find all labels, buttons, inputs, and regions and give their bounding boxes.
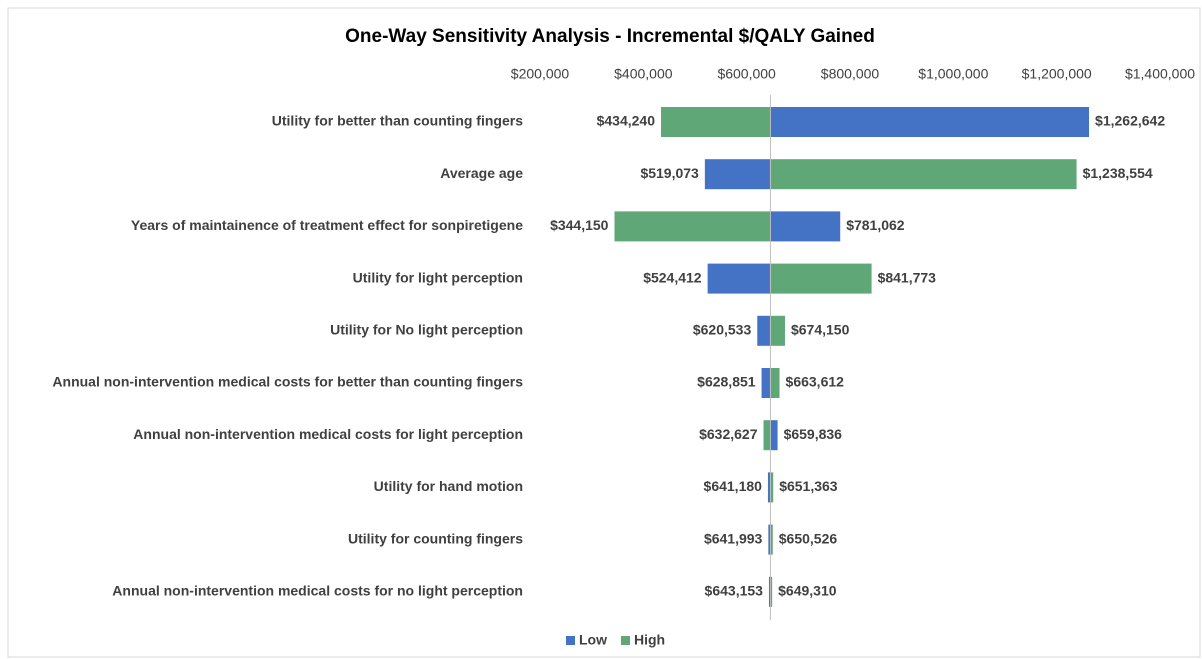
- data-label: $641,993: [704, 530, 763, 546]
- category-label: Annual non-intervention medical costs fo…: [133, 426, 523, 442]
- category-label: Utility for light perception: [353, 269, 523, 285]
- bar: [704, 159, 771, 190]
- data-label: $1,262,642: [1095, 113, 1165, 129]
- bar: [768, 576, 771, 607]
- bar: [770, 211, 841, 242]
- category-label: Years of maintainence of treatment effec…: [131, 217, 523, 233]
- data-label: $519,073: [640, 165, 699, 181]
- legend-swatch: [621, 636, 630, 645]
- bar: [770, 576, 773, 607]
- category-label: Utility for better than counting fingers: [272, 113, 523, 129]
- x-tick-label: $1,200,000: [1022, 66, 1092, 82]
- bar: [770, 107, 1090, 137]
- data-label: $434,240: [597, 113, 656, 129]
- bar: [757, 315, 771, 346]
- chart-frame: [7, 7, 1201, 658]
- bar: [707, 263, 771, 294]
- bar: [761, 368, 771, 398]
- category-label: Utility for No light perception: [330, 322, 523, 338]
- data-label: $651,363: [779, 478, 838, 494]
- data-label: $641,180: [704, 478, 763, 494]
- category-label: Annual non-intervention medical costs fo…: [112, 583, 523, 599]
- category-label: Average age: [440, 165, 523, 181]
- data-label: $524,412: [643, 269, 702, 285]
- data-label: $663,612: [786, 374, 845, 390]
- data-label: $659,836: [784, 426, 843, 442]
- data-label: $1,238,554: [1083, 165, 1153, 181]
- bar: [770, 524, 773, 555]
- bar: [770, 420, 778, 451]
- data-label: $781,062: [846, 217, 905, 233]
- data-label: $632,627: [699, 426, 758, 442]
- bar: [770, 368, 780, 398]
- data-label: $344,150: [550, 217, 609, 233]
- bar: [763, 420, 771, 451]
- data-label: $620,533: [693, 322, 752, 338]
- bar: [770, 263, 872, 294]
- data-label: $841,773: [878, 269, 937, 285]
- data-label: $674,150: [791, 322, 850, 338]
- x-tick-label: $1,400,000: [1125, 66, 1195, 82]
- x-tick-label: $600,000: [717, 66, 776, 82]
- legend-label: Low: [579, 632, 607, 648]
- x-tick-label: $200,000: [511, 66, 570, 82]
- category-label: Annual non-intervention medical costs fo…: [52, 374, 523, 390]
- data-label: $643,153: [705, 583, 764, 599]
- x-tick-label: $800,000: [821, 66, 880, 82]
- data-label: $649,310: [778, 583, 837, 599]
- bar: [661, 107, 771, 137]
- bar: [768, 524, 771, 555]
- x-tick-label: $1,000,000: [918, 66, 988, 82]
- bar: [767, 472, 771, 503]
- category-label: Utility for counting fingers: [348, 530, 523, 546]
- bar: [614, 211, 771, 242]
- legend-label: High: [634, 632, 665, 648]
- data-label: $650,526: [779, 530, 838, 546]
- chart-title: One-Way Sensitivity Analysis - Increment…: [345, 26, 875, 47]
- legend-swatch: [566, 636, 575, 645]
- bar: [770, 315, 785, 346]
- data-label: $628,851: [697, 374, 756, 390]
- category-label: Utility for hand motion: [374, 478, 523, 494]
- x-tick-label: $400,000: [614, 66, 673, 82]
- bar: [770, 472, 774, 503]
- bar: [770, 159, 1077, 190]
